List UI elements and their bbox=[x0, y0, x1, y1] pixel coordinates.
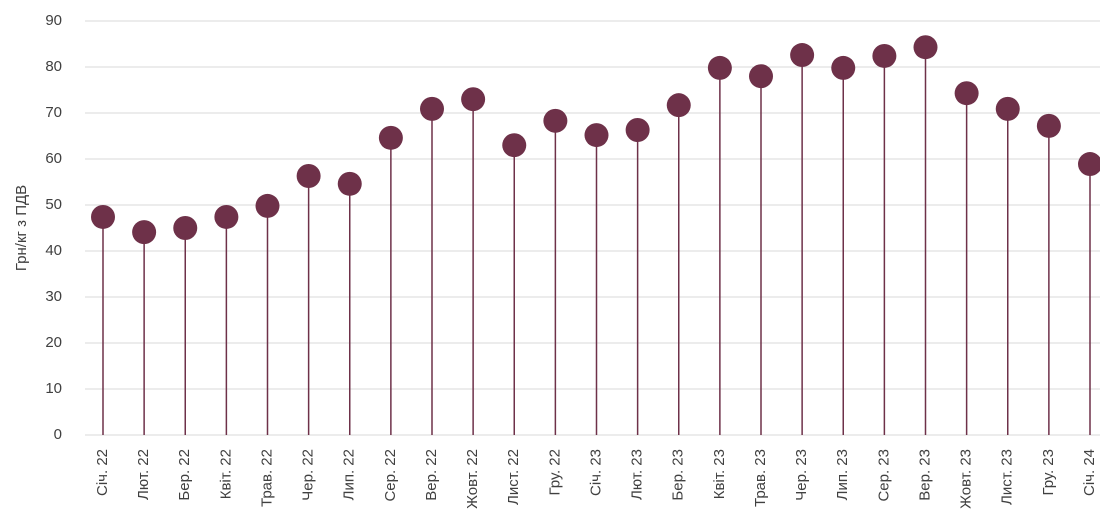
y-tick-label: 20 bbox=[45, 334, 62, 351]
x-tick-label: Трав. 23 bbox=[752, 449, 769, 507]
x-tick-label: Лист. 23 bbox=[999, 449, 1016, 505]
y-tick-label: 60 bbox=[45, 150, 62, 167]
dot bbox=[790, 43, 815, 68]
x-tick-label: Жовт. 22 bbox=[464, 449, 481, 509]
x-tick-label: Вер. 22 bbox=[423, 449, 440, 501]
dot bbox=[749, 64, 773, 89]
y-tick-label: 80 bbox=[45, 58, 62, 75]
y-tick-label: 70 bbox=[45, 104, 62, 121]
y-tick-label: 90 bbox=[45, 12, 62, 29]
dot bbox=[584, 123, 609, 148]
dot bbox=[913, 35, 938, 60]
dot bbox=[666, 93, 691, 118]
dot bbox=[91, 204, 115, 229]
x-tick-label: Лип. 23 bbox=[834, 449, 851, 500]
dot bbox=[1036, 113, 1061, 138]
dot bbox=[502, 133, 527, 158]
x-tick-label: Лют. 23 bbox=[629, 449, 646, 500]
dot bbox=[173, 216, 198, 240]
x-tick-label: Гру. 22 bbox=[546, 449, 563, 495]
x-tick-label: Квіт. 23 bbox=[711, 449, 728, 499]
dot bbox=[378, 125, 403, 150]
x-tick-label: Бер. 23 bbox=[670, 449, 687, 501]
dot bbox=[831, 55, 856, 80]
x-tick-label: Сер. 23 bbox=[875, 449, 892, 502]
x-tick-label: Бер. 22 bbox=[176, 449, 193, 501]
dot bbox=[420, 96, 444, 121]
x-tick-label: Січ. 22 bbox=[94, 449, 111, 496]
x-tick-label: Трав. 22 bbox=[258, 449, 275, 507]
dot bbox=[707, 55, 732, 80]
dot bbox=[461, 87, 486, 112]
y-tick-label: 10 bbox=[45, 380, 62, 397]
y-tick-label: 0 bbox=[54, 426, 62, 443]
x-tick-label: Вер. 23 bbox=[916, 449, 933, 501]
x-tick-label: Жовт. 23 bbox=[958, 449, 975, 509]
y-axis-label: Грн/кг з ПДВ bbox=[13, 185, 30, 271]
x-tick-label: Січ. 24 bbox=[1081, 449, 1098, 496]
dot bbox=[214, 204, 239, 229]
dot bbox=[255, 193, 280, 218]
x-tick-label: Квіт. 22 bbox=[217, 449, 234, 499]
x-tick-label: Лип. 22 bbox=[341, 449, 358, 500]
x-tick-label: Чер. 22 bbox=[300, 449, 317, 501]
x-tick-label: Лют. 22 bbox=[135, 449, 152, 500]
x-tick-label: Січ. 23 bbox=[587, 449, 604, 496]
dot bbox=[1078, 152, 1100, 177]
x-tick-label: Лист. 22 bbox=[505, 449, 522, 505]
dot bbox=[132, 220, 157, 245]
x-tick-label: Гру. 23 bbox=[1040, 449, 1057, 495]
x-tick-label: Сер. 22 bbox=[382, 449, 399, 502]
dot bbox=[543, 108, 568, 133]
dot bbox=[625, 118, 650, 143]
dot bbox=[296, 164, 321, 189]
dot bbox=[872, 43, 897, 68]
dot bbox=[954, 81, 979, 106]
dot bbox=[337, 171, 362, 196]
dot bbox=[995, 96, 1020, 121]
y-tick-label: 30 bbox=[45, 288, 62, 305]
y-tick-label: 50 bbox=[45, 196, 62, 213]
x-tick-label: Чер. 23 bbox=[793, 449, 810, 501]
y-tick-label: 40 bbox=[45, 242, 62, 259]
